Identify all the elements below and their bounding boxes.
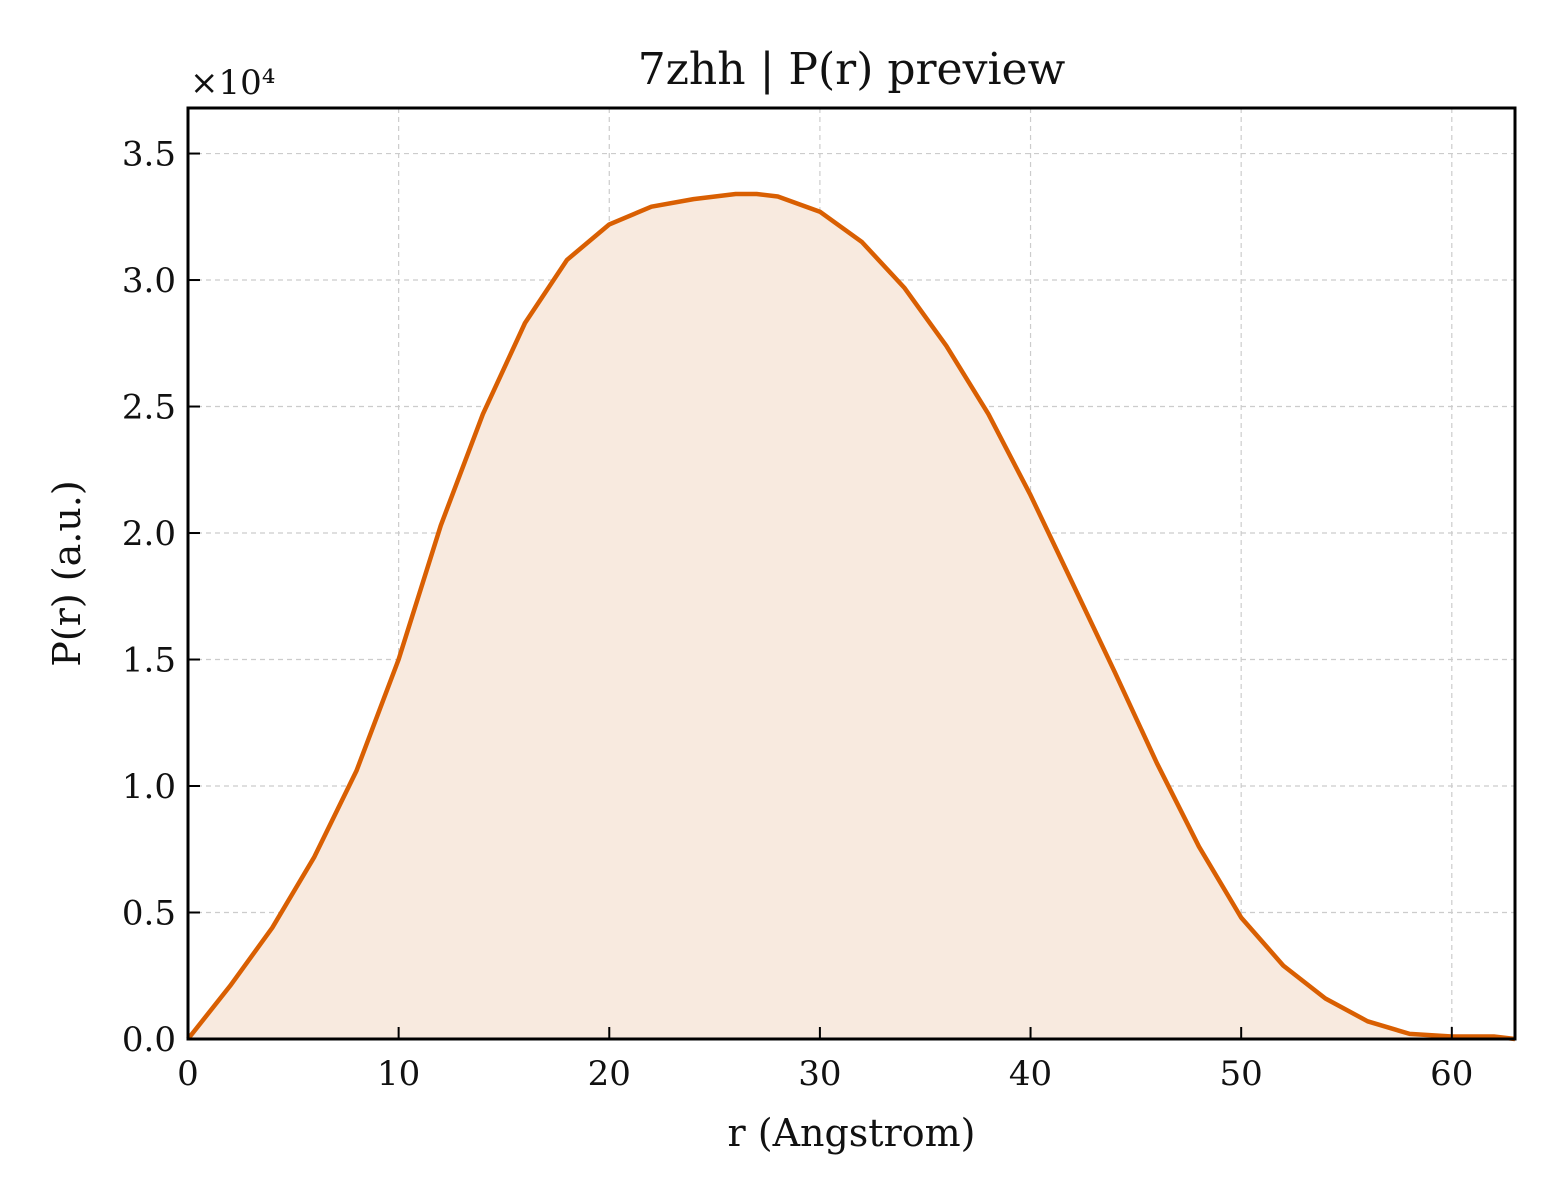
x-tick-label: 20 — [588, 1054, 631, 1094]
axis-ticks: 0 10 20 30 40 50 60 0.0 0.5 1.0 1.5 2.0 2.5 3.0 3.5 — [122, 135, 1474, 1094]
pr-area-fill — [188, 194, 1515, 1039]
pr-series-line — [186, 191, 1516, 1042]
y-tick-label: 3.5 — [122, 135, 176, 175]
x-tick-label: 30 — [798, 1054, 841, 1094]
x-tick-label: 10 — [377, 1054, 420, 1094]
plot-frame — [186, 106, 1517, 1041]
x-tick-label: 40 — [1009, 1054, 1052, 1094]
chart-title: 7zhh | P(r) preview — [638, 44, 1066, 95]
y-tick-label: 1.5 — [122, 641, 176, 681]
x-tick-label: 0 — [177, 1054, 199, 1094]
x-tick-label: 60 — [1430, 1054, 1473, 1094]
y-tick-label: 2.5 — [122, 388, 176, 428]
y-tick-label: 2.0 — [122, 514, 176, 554]
x-tick-label: 50 — [1220, 1054, 1263, 1094]
y-tick-label: 3.0 — [122, 261, 176, 301]
y-multiplier-label: ×10⁴ — [190, 63, 275, 103]
y-axis-label: P(r) (a.u.) — [45, 480, 89, 666]
y-tick-label: 1.0 — [122, 767, 176, 807]
y-tick-label: 0.0 — [122, 1020, 176, 1060]
y-tick-label: 0.5 — [122, 894, 176, 934]
x-axis-label: r (Angstrom) — [728, 1111, 976, 1155]
